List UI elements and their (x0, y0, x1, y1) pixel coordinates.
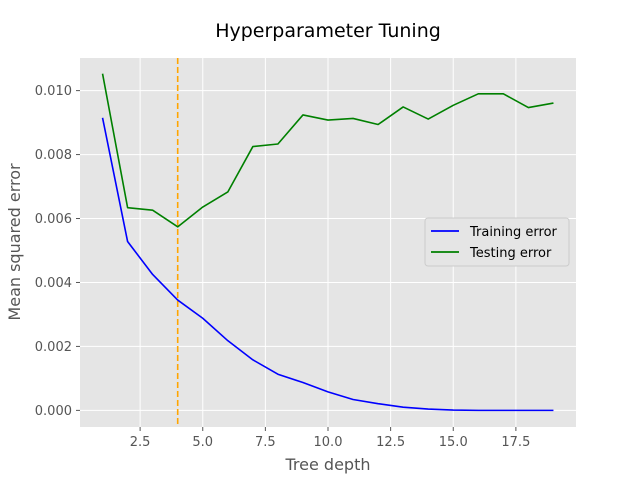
y-tick-label: 0.008 (35, 148, 72, 163)
y-tick-label: 0.004 (35, 276, 72, 291)
x-tick-label: 12.5 (376, 435, 405, 450)
y-axis-ticks: 0.000 0.002 0.004 0.006 0.008 0.010 (35, 84, 80, 419)
x-tick-label: 10.0 (314, 435, 343, 450)
x-tick-label: 5.0 (192, 435, 213, 450)
y-tick-label: 0.002 (35, 340, 72, 355)
training-error-line (101, 117, 554, 412)
x-axis-label: Tree depth (285, 455, 371, 474)
testing-error-line (101, 73, 554, 228)
legend: Training error Testing error (424, 217, 570, 267)
y-tick-label: 0.000 (35, 404, 72, 419)
x-tick-label: 17.5 (501, 435, 530, 450)
y-tick-label: 0.010 (35, 84, 72, 99)
legend-label-testing: Testing error (469, 246, 552, 261)
x-tick-label: 2.5 (130, 435, 151, 450)
x-tick-label: 15.0 (439, 435, 468, 450)
x-axis-ticks: 2.5 5.0 7.5 10.0 12.5 15.0 17.5 (130, 427, 530, 450)
series-lines (101, 73, 554, 412)
legend-box (424, 217, 570, 267)
chart-title: Hyperparameter Tuning (215, 20, 441, 42)
x-tick-label: 7.5 (255, 435, 276, 450)
y-axis-label: Mean squared error (5, 163, 24, 321)
legend-label-training: Training error (469, 225, 558, 240)
y-tick-label: 0.006 (35, 212, 72, 227)
